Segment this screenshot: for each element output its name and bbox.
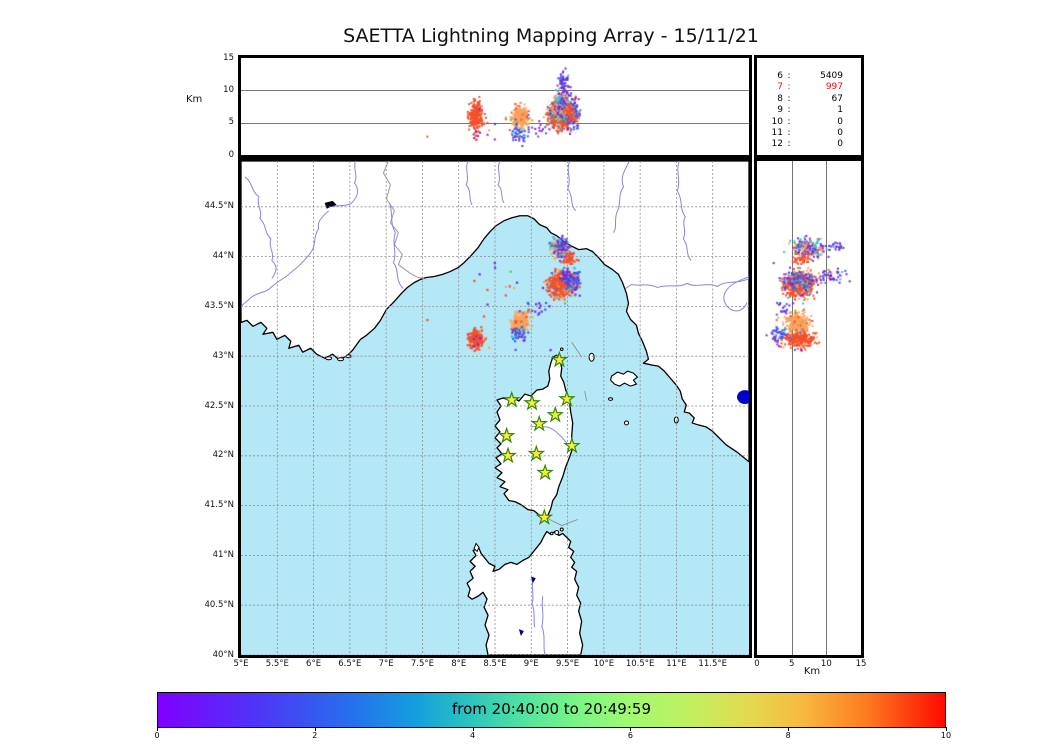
lon-tick: 11°E bbox=[666, 659, 687, 669]
lon-tick: 6°E bbox=[306, 659, 322, 669]
alt-tick-right: 5 bbox=[788, 659, 795, 669]
colorbar-tick-mark bbox=[630, 727, 632, 731]
stats-row: 7:997 bbox=[777, 82, 843, 93]
colorbar-tick-mark bbox=[157, 727, 158, 731]
lon-tick: 8.5°E bbox=[483, 659, 507, 669]
colorbar-tick-mark bbox=[788, 727, 790, 731]
alt-tick-top: 15 bbox=[223, 52, 234, 63]
lon-altitude-panel bbox=[238, 55, 752, 158]
colorbar-tick: 0 bbox=[154, 731, 160, 740]
lat-tick: 40°N bbox=[212, 649, 234, 660]
colorbar-tick-mark bbox=[472, 727, 474, 731]
lat-tick: 43.5°N bbox=[204, 300, 234, 311]
colorbar-tick: 8 bbox=[785, 731, 791, 740]
lat-tick: 42.5°N bbox=[204, 400, 234, 411]
map-svg bbox=[241, 161, 749, 655]
altitude-latitude-scatter bbox=[757, 161, 861, 655]
map-panel bbox=[238, 158, 752, 658]
lat-tick: 43°N bbox=[212, 350, 234, 361]
source-stats-panel: 6:5409 7:997 8:67 9:1 10:0 11:0 12:0 bbox=[754, 55, 864, 158]
alt-tick-right: 15 bbox=[855, 659, 867, 669]
lon-tick: 11.5°E bbox=[698, 659, 727, 669]
stats-row: 6:5409 bbox=[777, 71, 843, 81]
lon-tick: 5.5°E bbox=[265, 659, 289, 669]
alt-tick-top: 0 bbox=[228, 149, 234, 160]
lat-tick: 42°N bbox=[212, 450, 234, 461]
colorbar-tick: 6 bbox=[627, 731, 633, 740]
colorbar-tick-mark bbox=[314, 727, 316, 731]
colorbar-tick: 2 bbox=[312, 731, 318, 740]
lon-tick: 10°E bbox=[593, 659, 615, 669]
alt-tick-top: 10 bbox=[223, 84, 234, 95]
colorbar-tick: 10 bbox=[940, 731, 952, 740]
alt-tick-right: 10 bbox=[820, 659, 832, 669]
altitude-gridline-5km-v bbox=[792, 161, 793, 655]
plot-title: SAETTA Lightning Mapping Array - 15/11/2… bbox=[343, 25, 759, 47]
lon-tick: 7.5°E bbox=[410, 659, 434, 669]
lat-tick: 40.5°N bbox=[204, 599, 234, 610]
altitude-gridline-10km bbox=[241, 90, 749, 91]
lat-tick: 41.5°N bbox=[204, 500, 234, 511]
lon-tick: 6.5°E bbox=[338, 659, 362, 669]
alt-tick-right: 0 bbox=[754, 659, 760, 669]
lon-tick: 10.5°E bbox=[625, 659, 655, 669]
stats-row: 9:1 bbox=[777, 105, 843, 116]
lon-tick: 8°E bbox=[451, 659, 467, 669]
stats-row: 8:67 bbox=[777, 93, 843, 104]
lon-tick: 9°E bbox=[523, 659, 539, 669]
lat-tick: 44°N bbox=[212, 251, 234, 262]
stats-row: 10:0 bbox=[771, 116, 843, 127]
stats-row: 12:0 bbox=[771, 139, 843, 150]
colorbar-tick: 4 bbox=[470, 731, 476, 740]
altitude-gridline-10km-v bbox=[826, 161, 827, 655]
altitude-latitude-panel bbox=[754, 158, 864, 658]
altitude-axis-title-top: Km bbox=[186, 94, 203, 105]
lon-altitude-scatter bbox=[241, 58, 749, 155]
colorbar-tick-mark bbox=[946, 727, 947, 731]
lon-tick: 5°E bbox=[233, 659, 249, 669]
alt-tick-top: 5 bbox=[228, 117, 234, 128]
lon-tick: 7°E bbox=[378, 659, 394, 669]
lon-tick: 9.5°E bbox=[555, 659, 580, 669]
stats-row: 11:0 bbox=[771, 128, 843, 139]
lat-tick: 41°N bbox=[212, 549, 234, 560]
colorbar-label: from 20:40:00 to 20:49:59 bbox=[451, 700, 651, 718]
altitude-axis-title-right: Km bbox=[803, 666, 821, 677]
lat-tick: 44.5°N bbox=[204, 201, 234, 212]
colorbar: from 20:40:00 to 20:49:59 bbox=[157, 692, 946, 728]
altitude-gridline-5km bbox=[241, 123, 749, 124]
